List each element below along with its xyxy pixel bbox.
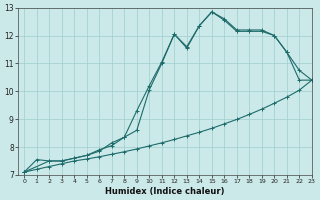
X-axis label: Humidex (Indice chaleur): Humidex (Indice chaleur) <box>105 187 225 196</box>
